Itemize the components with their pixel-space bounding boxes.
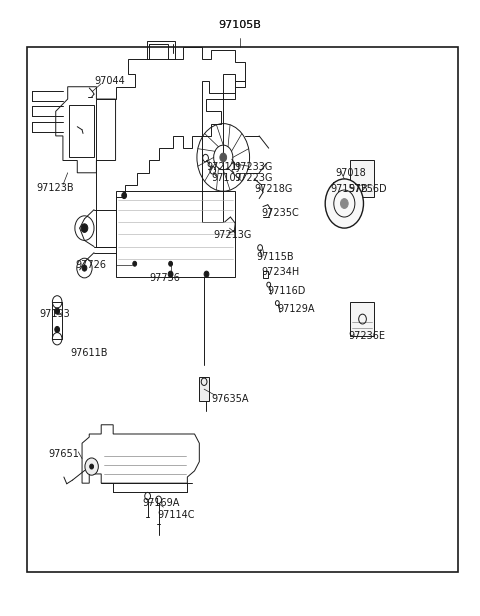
Circle shape <box>204 271 209 277</box>
Bar <box>333 182 348 209</box>
Text: 97129A: 97129A <box>277 304 315 314</box>
Circle shape <box>55 326 60 333</box>
Text: 97105B: 97105B <box>218 20 262 30</box>
Circle shape <box>220 153 227 162</box>
Circle shape <box>82 265 87 271</box>
Text: 97105B: 97105B <box>218 20 262 30</box>
Bar <box>350 161 374 197</box>
Text: 97256D: 97256D <box>348 184 387 195</box>
Text: 97218G: 97218G <box>254 184 293 195</box>
Bar <box>199 377 209 402</box>
Text: 97114C: 97114C <box>157 510 195 520</box>
Text: 97236E: 97236E <box>348 331 385 341</box>
Text: 97213G: 97213G <box>214 230 252 240</box>
Circle shape <box>85 458 98 475</box>
Circle shape <box>340 198 348 208</box>
Text: 97736: 97736 <box>149 274 180 283</box>
Circle shape <box>168 271 173 277</box>
Bar <box>69 105 94 158</box>
Text: 97193: 97193 <box>39 309 70 319</box>
Bar <box>27 47 458 572</box>
Text: 97235C: 97235C <box>262 208 300 217</box>
Bar <box>350 302 374 336</box>
Bar <box>147 41 175 59</box>
Text: 97044: 97044 <box>94 76 125 86</box>
Bar <box>116 191 235 277</box>
Text: 97107: 97107 <box>211 172 242 183</box>
Circle shape <box>325 179 363 228</box>
Text: 97611B: 97611B <box>70 348 108 358</box>
Circle shape <box>81 224 88 232</box>
Text: 97169A: 97169A <box>142 498 179 508</box>
Text: 97018: 97018 <box>336 168 366 178</box>
Text: 97123B: 97123B <box>36 183 74 193</box>
Text: 97234H: 97234H <box>262 267 300 277</box>
Text: 97116D: 97116D <box>267 286 306 296</box>
Text: 97635A: 97635A <box>211 394 249 404</box>
Circle shape <box>122 192 127 198</box>
Circle shape <box>168 261 172 266</box>
Text: 97115B: 97115B <box>257 252 294 262</box>
Circle shape <box>133 261 137 266</box>
Circle shape <box>90 464 94 469</box>
Text: 97223G: 97223G <box>234 172 273 183</box>
Text: 97651: 97651 <box>48 449 79 460</box>
Circle shape <box>55 308 60 314</box>
Text: 97726: 97726 <box>75 260 106 270</box>
Text: 97157B: 97157B <box>330 184 368 195</box>
Text: 97211J: 97211J <box>206 161 240 172</box>
Text: 97233G: 97233G <box>234 161 273 172</box>
